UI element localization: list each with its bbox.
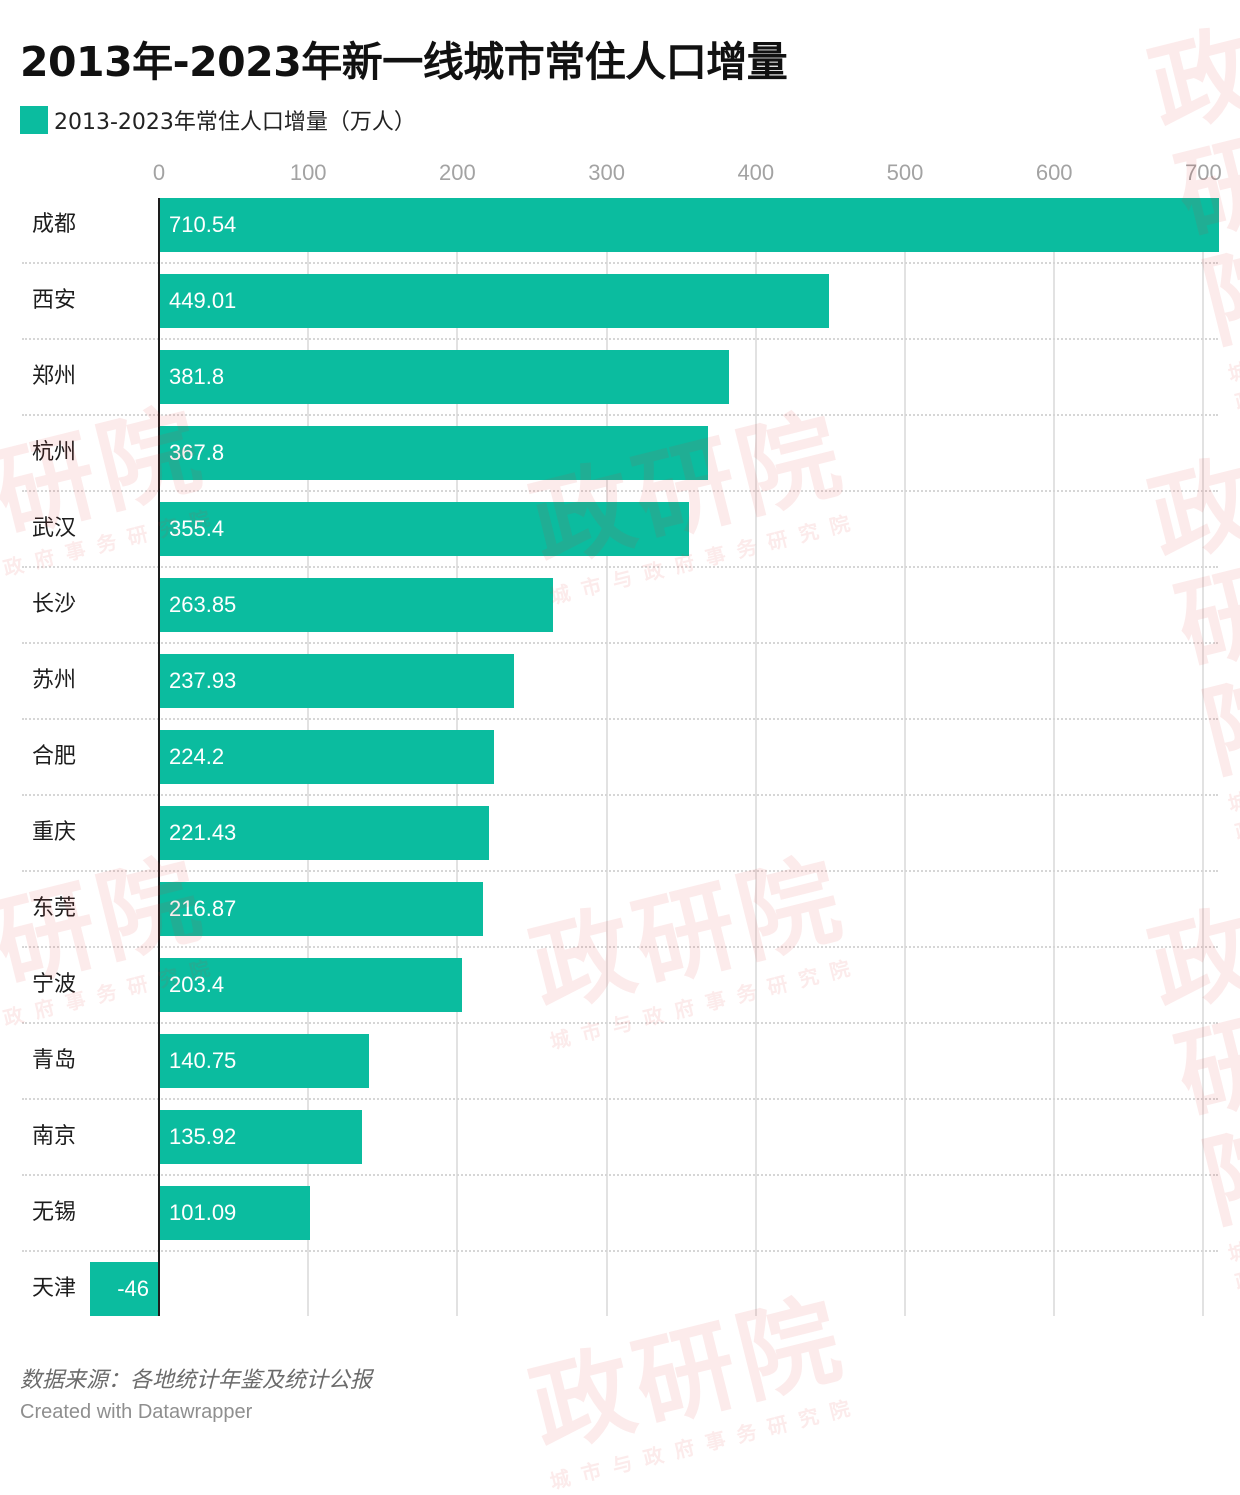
gridline [754,198,757,1316]
bar [159,274,829,328]
category-label: 天津 [32,1276,77,1301]
legend: 2013-2023年常住人口增量（万人） [20,104,416,136]
bar-value-label: 140.75 [169,1048,237,1073]
category-label: 苏州 [32,668,77,693]
gridline [1202,198,1205,1316]
legend-label: 2013-2023年常住人口增量（万人） [54,110,416,135]
bar-value-label: 224.2 [169,744,225,769]
watermark: 政研院 城市与政府事务研究院 [1139,890,1240,1322]
row-separator [22,642,1218,644]
x-axis-tick: 0 [152,160,166,185]
category-label: 长沙 [32,592,77,617]
x-axis-tick: 200 [439,160,476,185]
row-separator [22,870,1218,872]
bar-value-label: -46 [117,1276,149,1301]
x-axis-tick: 600 [1035,160,1073,185]
category-label: 杭州 [32,440,77,465]
bar [159,1110,362,1164]
bar [159,730,494,784]
bar-value-label: 449.01 [169,288,237,313]
watermark: 政研院 城市与政府事务研究院 [0,388,224,604]
category-label: 合肥 [32,744,77,769]
x-axis-tick: 500 [886,160,924,185]
x-axis-tick: 700 [1185,160,1222,185]
bar-value-label: 237.93 [169,668,237,693]
category-label: 西安 [32,288,77,313]
source-note: 数据来源：各地统计年鉴及统计公报 [20,1368,373,1393]
zero-baseline [158,198,160,1316]
category-label: 成都 [32,212,77,237]
bar [159,426,708,480]
row-separator [22,414,1218,416]
category-label: 郑州 [32,364,77,389]
bar [159,1186,310,1240]
gridline [904,198,906,1316]
gridline [605,198,608,1316]
bar-value-label: 101.09 [169,1200,237,1225]
row-separator [22,490,1218,492]
credit-note: Created with Datawrapper [20,1401,253,1423]
bar [159,882,483,936]
bar-value-label: 216.87 [169,896,237,921]
bar-value-label: 381.8 [169,364,225,389]
chart-title: 2013年-2023年新一线城市常住人口增量 [20,38,788,86]
bar-value-label: 355.4 [169,516,225,541]
x-axis-tick: 100 [289,160,327,185]
bar-value-label: 203.4 [169,972,225,997]
bar-value-label: 367.8 [169,440,225,465]
row-separator [22,946,1218,948]
legend-swatch [20,106,48,134]
row-separator [22,566,1218,568]
bar-value-label: 710.54 [169,212,237,237]
category-label: 青岛 [32,1048,77,1073]
bar [159,198,1220,252]
row-separator [22,1022,1218,1024]
bar-value-label: 135.92 [169,1124,237,1149]
row-separator [22,1098,1218,1100]
watermark: 政研院 城市与政府事务研究院 [520,1278,864,1494]
row-separator [22,1174,1218,1176]
x-axis-tick: 400 [737,160,775,185]
category-label: 重庆 [32,820,77,845]
category-label: 宁波 [32,972,77,997]
bar [159,350,729,404]
bar [90,1262,159,1316]
bar [159,502,690,556]
category-label: 南京 [32,1124,77,1149]
gridline [1053,198,1056,1316]
bar [159,1034,369,1088]
row-separator [22,794,1218,796]
bar [159,806,490,860]
bar-value-label: 263.85 [169,592,237,617]
bar [159,578,553,632]
row-separator [22,718,1218,720]
row-separator [22,1250,1218,1252]
row-separator [22,262,1218,264]
bar [159,958,463,1012]
category-label: 无锡 [32,1200,77,1225]
x-axis-tick: 300 [588,160,625,185]
watermark: 政研院 城市与政府事务研究院 [1139,440,1240,872]
bar-value-label: 221.43 [169,820,237,845]
category-label: 武汉 [32,516,77,541]
category-label: 东莞 [32,896,77,921]
row-separator [22,338,1218,340]
bar [159,654,514,708]
